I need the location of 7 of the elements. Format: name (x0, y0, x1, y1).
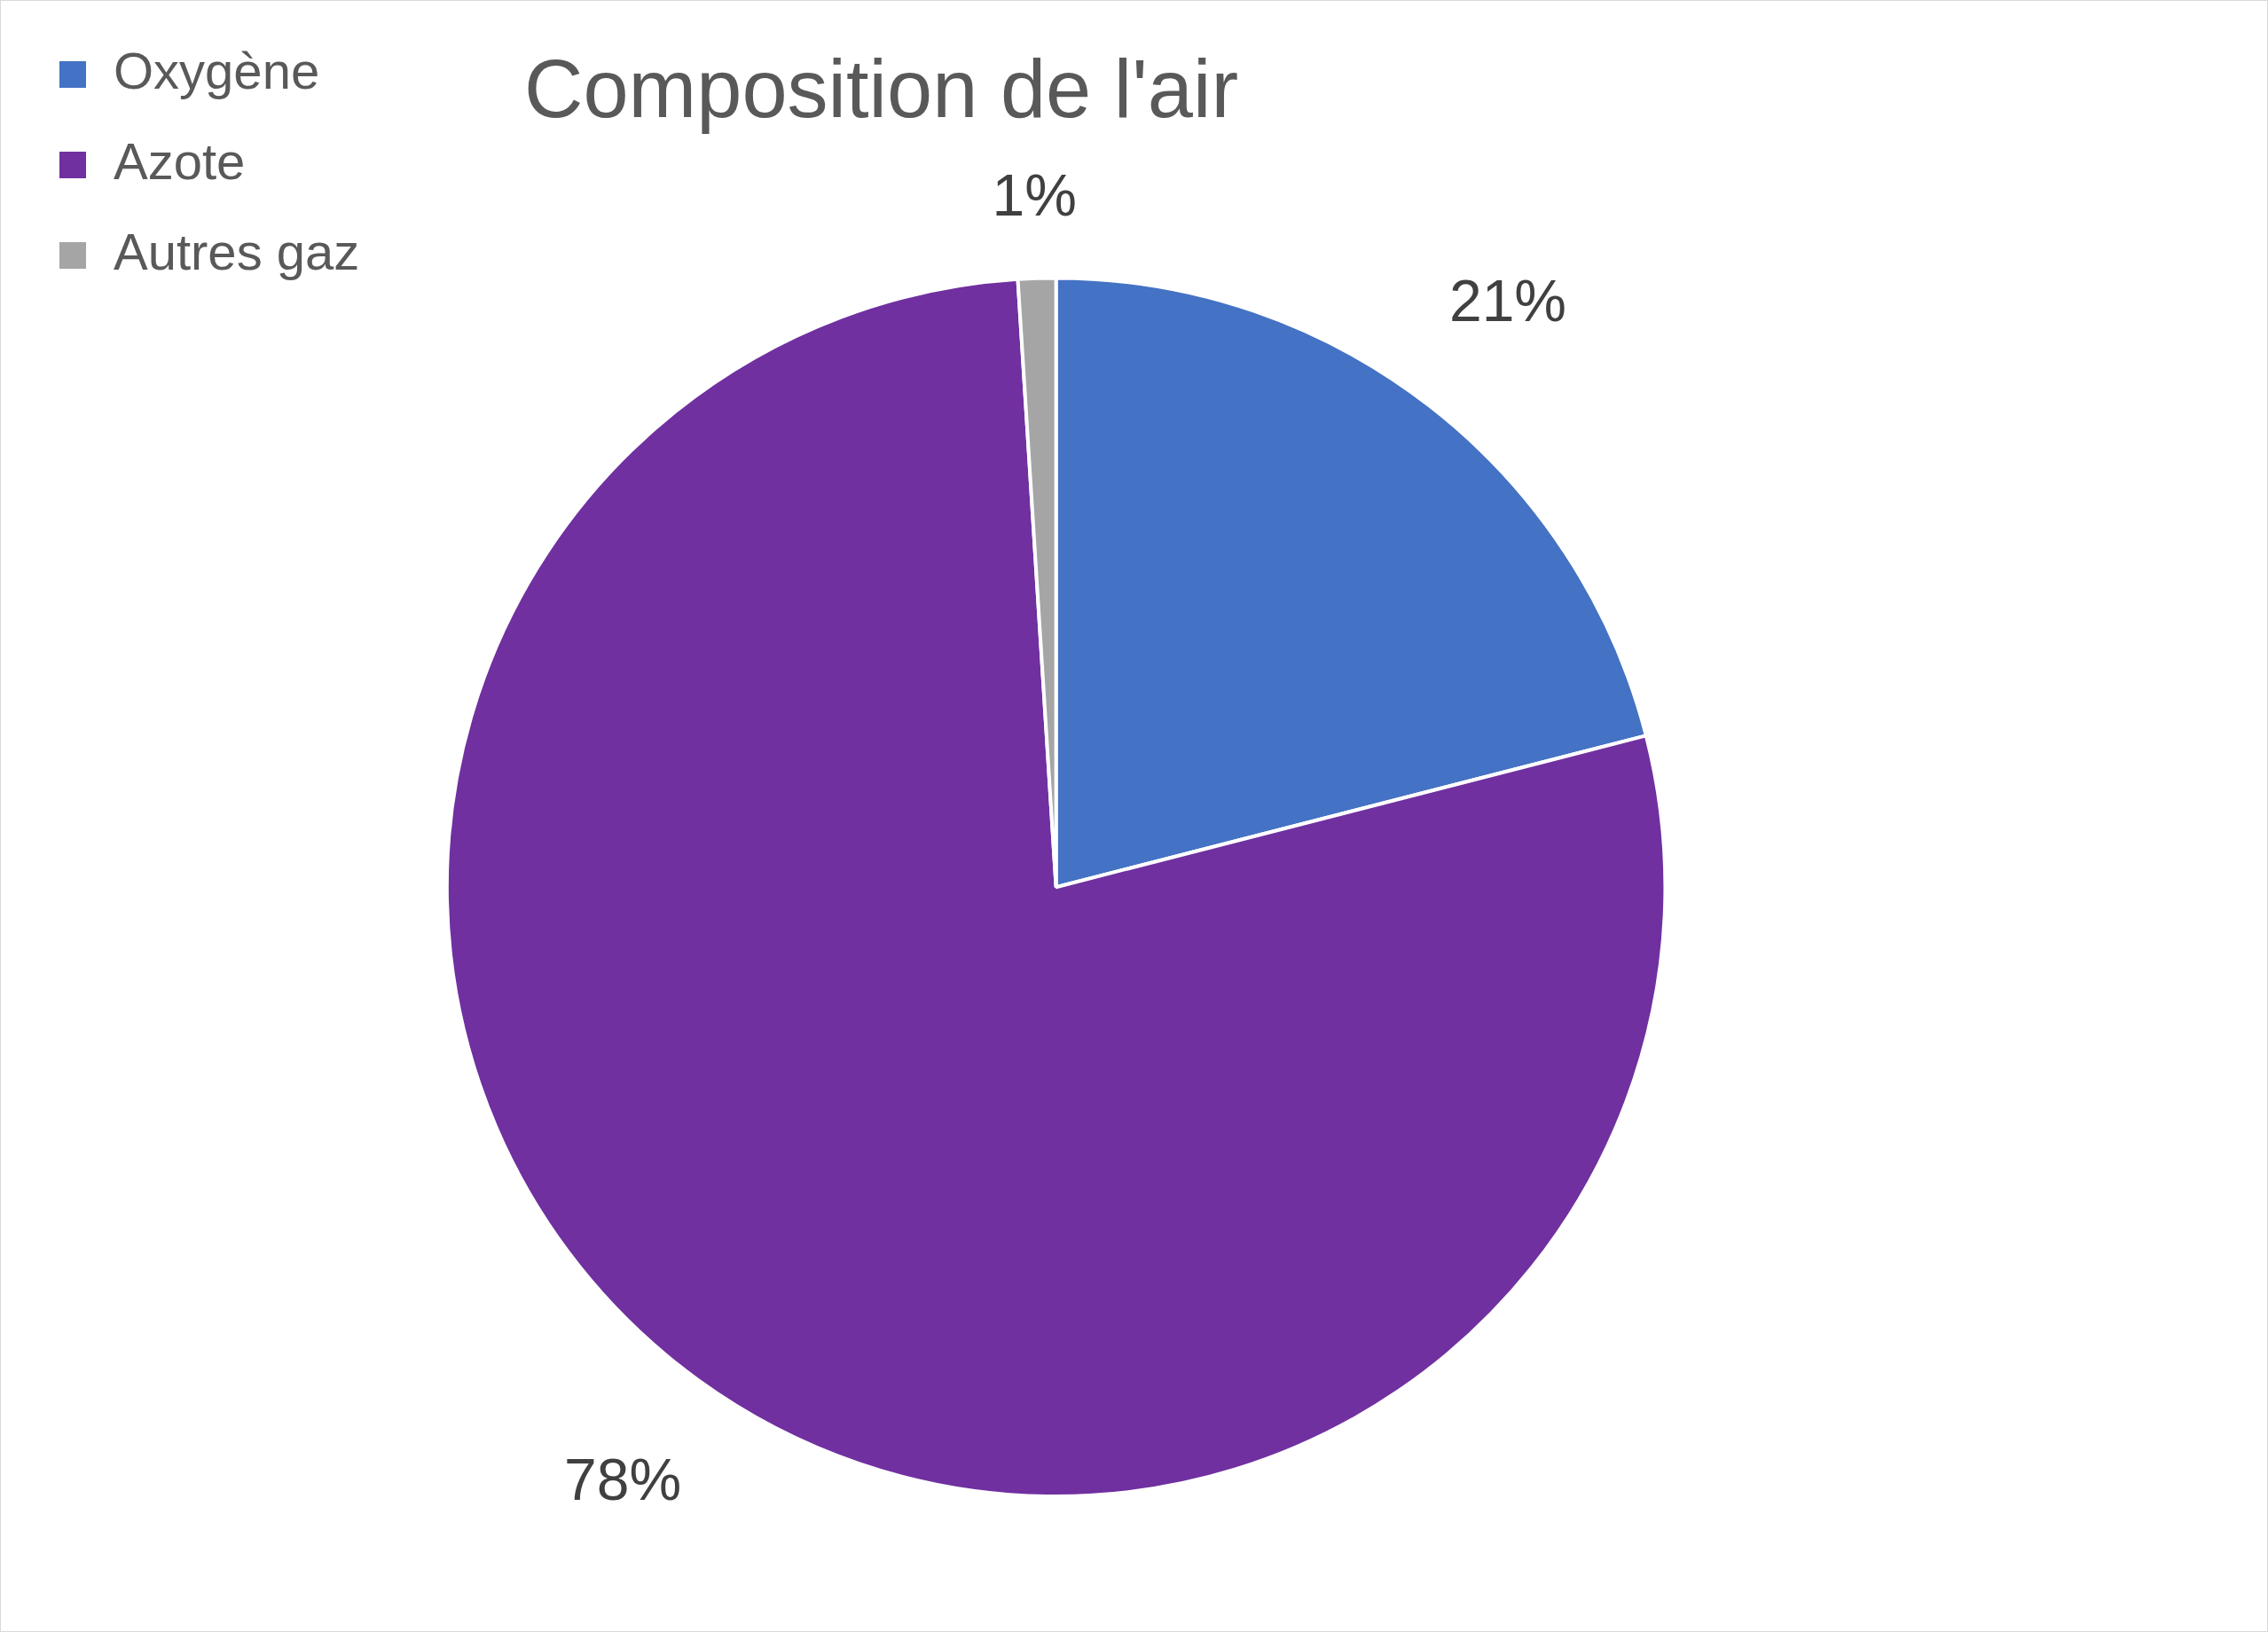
legend-label: Oxygène (114, 42, 320, 99)
data-label: 21% (1448, 267, 1567, 333)
data-label: 78% (564, 1446, 682, 1512)
legend-label: Autres gaz (114, 223, 360, 280)
chart-title: Composition de l'air (523, 43, 1239, 134)
data-label: 1% (992, 161, 1077, 228)
legend-label: Azote (114, 132, 246, 190)
